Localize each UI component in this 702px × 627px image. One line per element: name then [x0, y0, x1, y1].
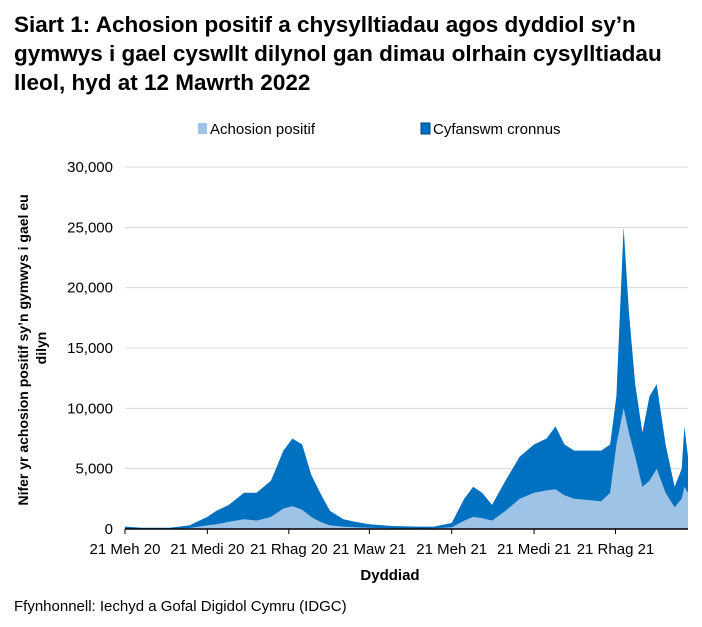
y-tick-label: 5,000 — [75, 461, 113, 478]
y-tick-label: 10,000 — [67, 400, 113, 417]
y-tick-label: 30,000 — [67, 159, 113, 176]
x-tick-label: 21 Meh 21 — [416, 541, 487, 558]
x-tick-label: 21 Rhag 20 — [250, 541, 328, 558]
y-axis-label-line-1: Nifer yr achosion positif sy’n gymwys i … — [15, 194, 31, 505]
y-axis-label-line-2: dilyn — [33, 332, 49, 365]
y-tick-label: 25,000 — [67, 219, 113, 236]
legend-swatch — [198, 123, 207, 134]
x-tick-label: 21 Medi 20 — [170, 541, 244, 558]
area-cyfanswm-cronnus — [125, 227, 688, 530]
legend-swatch — [420, 122, 431, 135]
source-note: Ffynhonnell: Iechyd a Gofal Digidol Cymr… — [14, 598, 347, 615]
y-tick-label: 15,000 — [67, 340, 113, 357]
legend-label: Cyfanswm cronnus — [433, 121, 561, 138]
y-tick-label: 20,000 — [67, 280, 113, 297]
legend: Achosion positif Cyfanswm cronnus — [198, 121, 561, 138]
x-tick-label: 21 Rhag 21 — [577, 541, 655, 558]
y-tick-label: 0 — [105, 521, 113, 538]
area-achosion-positif — [125, 408, 688, 529]
x-tick-label: 21 Maw 21 — [333, 541, 406, 558]
legend-label: Achosion positif — [210, 121, 316, 138]
y-axis-label: Nifer yr achosion positif sy’n gymwys i … — [15, 190, 49, 505]
x-tick-label: 21 Medi 21 — [497, 541, 571, 558]
x-axis-label: Dyddiad — [360, 567, 419, 584]
x-tick-label: 21 Meh 20 — [90, 541, 161, 558]
chart-title: Siart 1: Achosion positif a chysylltiada… — [14, 12, 662, 95]
